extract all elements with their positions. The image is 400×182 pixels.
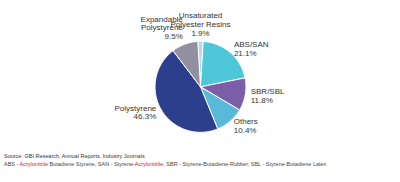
svg-text:SBR/SBL11.8%: SBR/SBL11.8% [251,87,285,105]
html-text:Polyester Resins: Polyester Resins [170,20,231,30]
svg-text:Others10.4%: Others10.4% [234,117,258,135]
html-text:Unsaturated: Unsaturated [178,11,223,21]
svg-text:Polystyrene46.3%: Polystyrene46.3% [115,104,157,122]
html-text:ABS - Acrylonitrile Butadiene: ABS - Acrylonitrile Butadiene Styrene, S… [4,161,327,167]
svg-text:ExpandablePolystyrene9.5%: ExpandablePolystyrene9.5% [141,15,184,42]
html-text:Source: GBI Research, Annual R: Source: GBI Research, Annual Reports, In… [4,153,145,159]
html-text:1.9%: 1.9% [191,29,210,38]
svg-text:ABS/SAN21.1%: ABS/SAN21.1% [234,40,269,58]
